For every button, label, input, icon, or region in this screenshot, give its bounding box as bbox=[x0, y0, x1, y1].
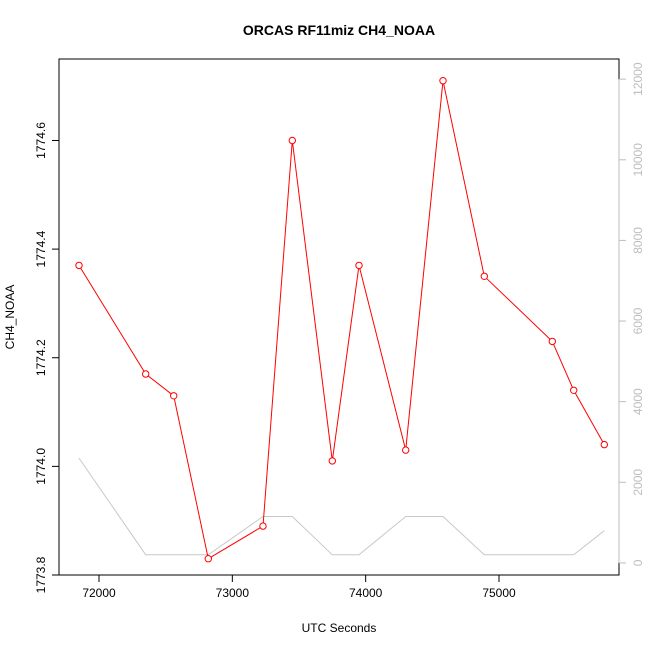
ch4-data-point bbox=[480, 272, 488, 280]
y-axis-right: 0 2000 4000 6000 8000 10000 12000 bbox=[618, 62, 645, 566]
ch4-data-point bbox=[600, 440, 608, 449]
x-tick-label: 73000 bbox=[216, 586, 250, 600]
ch4-data-point bbox=[75, 261, 83, 270]
series-layer bbox=[75, 77, 608, 563]
y-right-tick-label: 4000 bbox=[631, 388, 645, 415]
y-right-tick-label: 2000 bbox=[631, 469, 645, 496]
ch4-data-point bbox=[355, 261, 363, 270]
y-left-tick-label: 1774.4 bbox=[34, 230, 48, 267]
y-right-tick-label: 12000 bbox=[631, 62, 645, 96]
y-left-tick-label: 1774.6 bbox=[34, 122, 48, 159]
ch4-series-line bbox=[78, 80, 605, 560]
ch4-data-point bbox=[259, 522, 267, 530]
y-left-tick-label: 1774.2 bbox=[34, 339, 48, 376]
x-axis: 72000 73000 74000 75000 bbox=[82, 574, 516, 600]
y-right-tick-label: 10000 bbox=[631, 143, 645, 177]
y-left-tick-label: 1774.0 bbox=[34, 448, 48, 485]
ch4-data-point bbox=[204, 555, 213, 563]
plot-frame bbox=[58, 58, 620, 576]
y-right-tick-label: 0 bbox=[631, 559, 645, 566]
ch4-data-point bbox=[288, 136, 296, 145]
y-right-tick-label: 8000 bbox=[631, 227, 645, 254]
y-left-tick-label: 1773.8 bbox=[34, 556, 48, 593]
ch4-data-point bbox=[402, 446, 410, 454]
ch4-data-point bbox=[570, 386, 578, 394]
ch4-data-point bbox=[548, 337, 556, 346]
x-tick-label: 74000 bbox=[349, 586, 383, 600]
y-axis-label: CH4_NOAA bbox=[3, 285, 17, 350]
ch4-data-point bbox=[170, 392, 178, 400]
y-right-tick-label: 6000 bbox=[631, 307, 645, 334]
x-axis-label: UTC Seconds bbox=[302, 621, 377, 635]
x-tick-label: 75000 bbox=[482, 586, 516, 600]
ch4-data-point bbox=[142, 370, 150, 378]
chart-title: ORCAS RF11miz CH4_NOAA bbox=[243, 22, 435, 38]
y-axis-left: 1773.8 1774.0 1774.2 1774.4 1774.6 bbox=[34, 122, 60, 593]
ch4-data-point bbox=[439, 77, 447, 85]
x-tick-label: 72000 bbox=[82, 586, 116, 600]
right-axis-series-line bbox=[78, 457, 605, 556]
ch4-data-point bbox=[328, 457, 336, 465]
